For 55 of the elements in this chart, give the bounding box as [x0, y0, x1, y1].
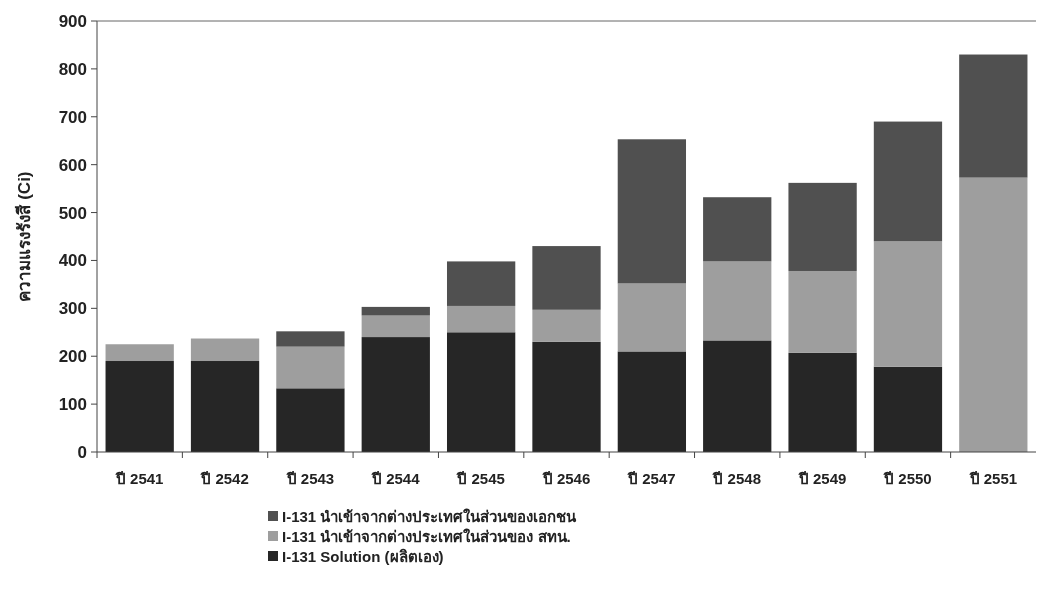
bar — [873, 366, 943, 452]
bar — [532, 309, 601, 342]
x-tick-label: ปี 2546 — [541, 470, 591, 487]
bar — [190, 361, 260, 452]
legend-label: I-131 Solution (ผลิตเอง) — [282, 548, 444, 565]
y-tick-label: 900 — [58, 12, 87, 31]
y-tick-label: 400 — [58, 251, 87, 271]
bar — [703, 340, 772, 452]
y-tick-label: 0 — [77, 443, 87, 462]
bar — [703, 197, 772, 262]
y-tick-label: 100 — [58, 395, 87, 415]
y-tick-label: 500 — [58, 203, 87, 223]
x-tick-label: ปี 2548 — [712, 470, 761, 487]
bar — [361, 337, 430, 452]
bar — [446, 332, 516, 452]
bar — [276, 388, 345, 452]
x-tick-label: ปี 2551 — [968, 470, 1018, 487]
y-tick-label: 800 — [58, 59, 87, 79]
bar — [532, 246, 601, 310]
bar — [788, 270, 857, 353]
y-tick-label: 200 — [58, 347, 87, 367]
bar — [532, 341, 601, 452]
bar — [190, 338, 260, 362]
bar — [105, 361, 174, 452]
bar — [446, 261, 516, 306]
bar — [617, 351, 687, 452]
bar — [617, 139, 687, 284]
y-tick-label: 600 — [58, 155, 87, 175]
y-tick-label: 300 — [58, 299, 87, 319]
bar — [788, 352, 857, 452]
x-tick-label: ปี 2541 — [114, 470, 164, 487]
bar — [788, 182, 857, 271]
bar — [703, 261, 772, 341]
bar — [959, 54, 1028, 178]
x-tick-label: ปี 2543 — [285, 470, 335, 487]
bar — [959, 177, 1028, 452]
bar — [276, 346, 345, 389]
x-tick-label: ปี 2542 — [200, 470, 249, 487]
bar — [446, 305, 516, 333]
y-tick-label: 700 — [58, 107, 87, 127]
bar — [361, 315, 430, 338]
x-tick-label: ปี 2550 — [883, 470, 932, 487]
legend-label: I-131 นำเข้าจากต่างประเทศในส่วนของ สทน. — [282, 528, 571, 545]
bar — [873, 121, 943, 242]
legend-label: I-131 นำเข้าจากต่างประเทศในส่วนของเอกชน — [282, 508, 578, 525]
bar — [105, 344, 174, 362]
x-tick-label: ปี 2545 — [456, 470, 505, 487]
x-tick-label: ปี 2547 — [627, 470, 676, 487]
x-tick-label: ปี 2544 — [371, 470, 421, 487]
x-tick-label: ปี 2549 — [797, 470, 847, 487]
bar — [617, 283, 687, 352]
y-axis-title: ความแรงรังสี (Ci) — [14, 171, 34, 302]
bar — [361, 306, 430, 316]
bar — [873, 241, 943, 367]
bar — [276, 331, 345, 347]
